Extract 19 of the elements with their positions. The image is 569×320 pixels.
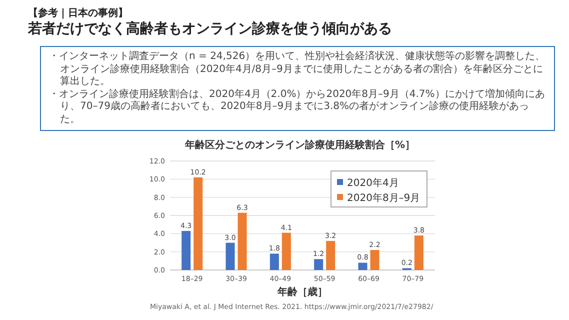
- bar: [270, 254, 279, 270]
- bar: [414, 235, 424, 270]
- bar: [182, 230, 191, 270]
- legend-label: 2020年8月–9月: [347, 192, 420, 204]
- text: ・オンライン診療使用経験割合は、2020年4月（2.0%）から2020年8月–9月（4.7%）にかけて増加傾向にあり、70–79歳の高齢者においても、2020年8月–9月までに3.8%の者がオンライン診療の使用経験があった。: [49, 88, 546, 126]
- text: 若者だけでなく高齢者もオンライン診療を使う傾向がある: [28, 20, 392, 38]
- bar: [370, 250, 380, 270]
- bar: [194, 177, 203, 270]
- x-axis-title: 年齢［歳］: [276, 286, 328, 298]
- chart-title: 年齢区分ごとのオンライン診療使用経験割合［%］: [184, 139, 416, 151]
- bar: [226, 242, 235, 270]
- bar: [314, 259, 324, 270]
- legend-label: 2020年4月: [347, 176, 399, 189]
- text: ・インターネット調査データ（n = 24,526）を用いて、性別や社会経済状況、健康状態等の影響を調整した、オンライン診療使用経験割合（2020年4月/8月–9月までに使用したことがある者の割合）を年齢区分ごとに算出した。: [49, 51, 546, 88]
- bar: [326, 240, 336, 270]
- text: 【参考｜日本の事例】: [28, 6, 128, 20]
- bar: [282, 232, 291, 270]
- bar: [358, 262, 368, 270]
- bar: [238, 212, 247, 270]
